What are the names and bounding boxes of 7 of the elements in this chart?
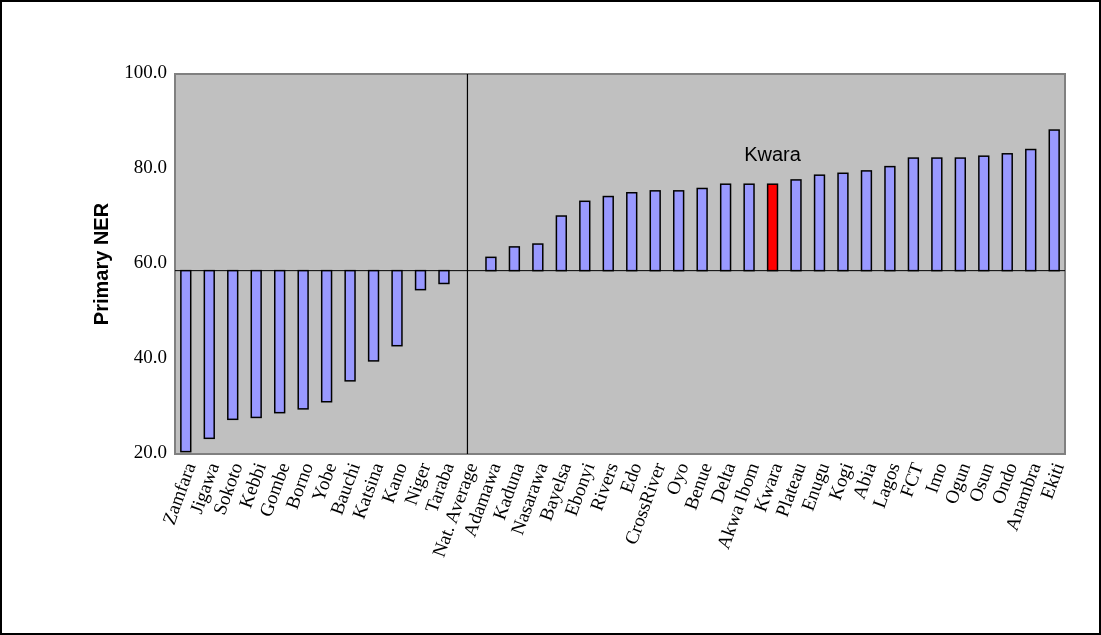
y-tick-label: 40.0 (133, 346, 167, 368)
y-tick-label: 100.0 (124, 61, 167, 83)
annotation: Kwara (744, 143, 802, 166)
y-tick-label: 20.0 (133, 441, 167, 463)
y-axis-title: Primary NER (90, 202, 112, 326)
y-tick-label: 80.0 (133, 156, 167, 178)
y-tick-label: 60.0 (133, 251, 167, 273)
